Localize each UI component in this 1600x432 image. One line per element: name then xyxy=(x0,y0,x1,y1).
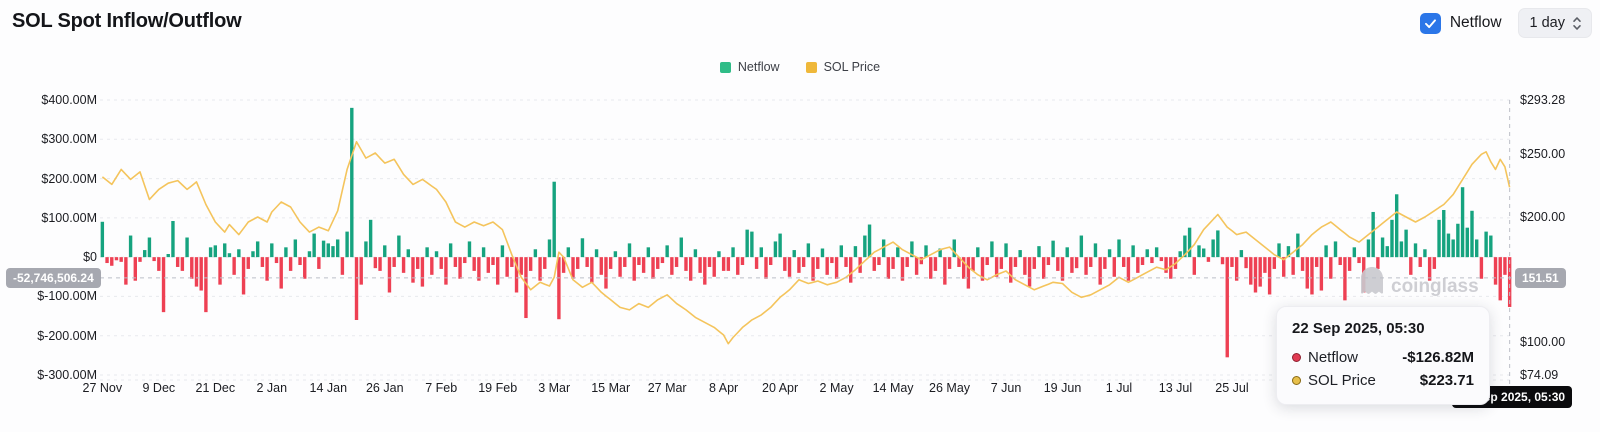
sol-price-swatch xyxy=(805,61,817,73)
interval-select[interactable]: 1 day xyxy=(1517,8,1592,38)
netflow-dot-icon xyxy=(1292,353,1301,362)
select-spinner-icon xyxy=(1573,16,1581,30)
panel-header: SOL Spot Inflow/Outflow Netflow 1 day xyxy=(0,0,1600,46)
legend-item-sol-price[interactable]: SOL Price xyxy=(805,60,881,74)
chart-tooltip: 22 Sep 2025, 05:30 Netflow -$126.82M SOL… xyxy=(1276,306,1490,405)
header-controls: Netflow 1 day xyxy=(1419,8,1592,38)
chart-legend: Netflow SOL Price xyxy=(0,60,1600,74)
tooltip-netflow-label: Netflow xyxy=(1308,349,1359,366)
tooltip-date: 22 Sep 2025, 05:30 xyxy=(1292,320,1425,337)
netflow-crosshair-badge: -52,746,506.24 xyxy=(6,268,101,288)
tooltip-sol-price-value: $223.71 xyxy=(1419,372,1474,389)
netflow-swatch xyxy=(719,61,731,73)
legend-item-netflow[interactable]: Netflow xyxy=(719,60,780,74)
tooltip-row-sol-price: SOL Price $223.71 xyxy=(1292,372,1474,389)
tooltip-sol-price-label: SOL Price xyxy=(1308,372,1376,389)
interval-select-value: 1 day xyxy=(1529,15,1565,31)
tooltip-netflow-value: -$126.82M xyxy=(1402,349,1474,366)
netflow-checkbox-label: Netflow xyxy=(1449,14,1502,31)
checkmark-icon xyxy=(1424,18,1436,28)
tooltip-row-netflow: Netflow -$126.82M xyxy=(1292,349,1474,366)
coinglass-logo-icon xyxy=(1361,267,1383,294)
coinglass-watermark: coinglass xyxy=(1391,276,1479,297)
netflow-checkbox[interactable] xyxy=(1419,12,1441,34)
sol-price-legend-label: SOL Price xyxy=(823,60,881,74)
sol-price-dot-icon xyxy=(1292,376,1301,385)
netflow-legend-label: Netflow xyxy=(737,60,780,74)
page-title: SOL Spot Inflow/Outflow xyxy=(12,10,242,32)
price-crosshair-badge: 151.51 xyxy=(1515,268,1566,288)
